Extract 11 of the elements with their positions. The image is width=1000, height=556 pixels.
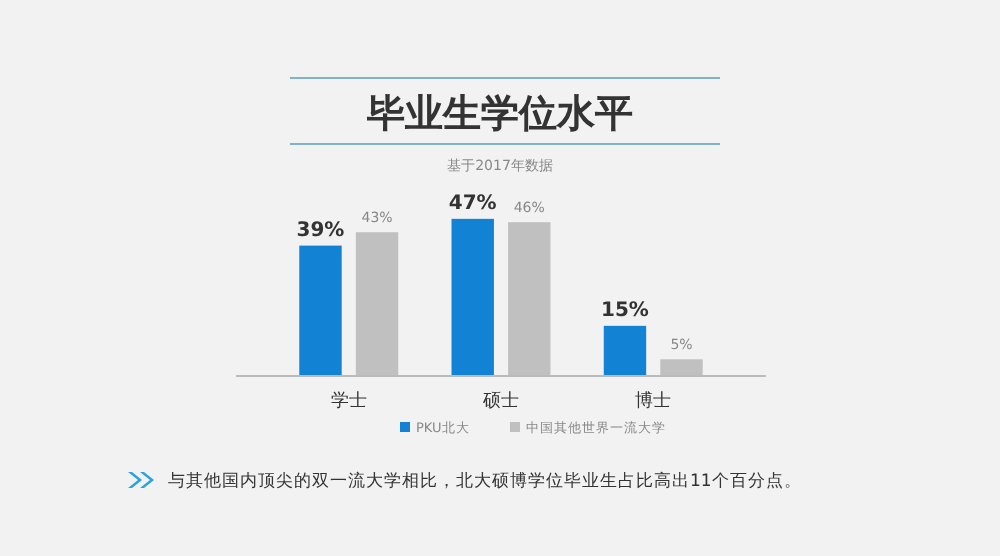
data-label: 39%: [296, 219, 345, 242]
data-label: 47%: [448, 192, 497, 215]
bar: [299, 245, 342, 376]
text: 与其他国内顶尖的双一流大学相比，北大硕博学位毕业生占比高出11个百分点。: [168, 470, 802, 492]
x-tick-label: 硕士: [481, 390, 519, 412]
bar: [451, 218, 494, 376]
x-tick-label: 学士: [330, 390, 367, 412]
data-label: 15%: [601, 299, 649, 322]
chart-title: 毕业生学位水平: [365, 92, 633, 136]
x-tick-label: 博士: [635, 390, 672, 412]
bar: [603, 325, 647, 376]
